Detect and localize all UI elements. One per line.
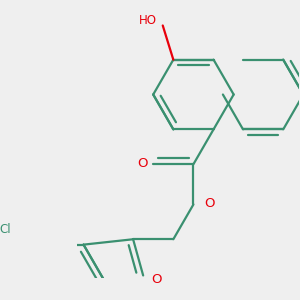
Text: O: O (137, 158, 148, 170)
Text: O: O (204, 197, 214, 210)
Text: O: O (152, 273, 162, 286)
Text: HO: HO (139, 14, 157, 27)
Text: Cl: Cl (0, 223, 11, 236)
